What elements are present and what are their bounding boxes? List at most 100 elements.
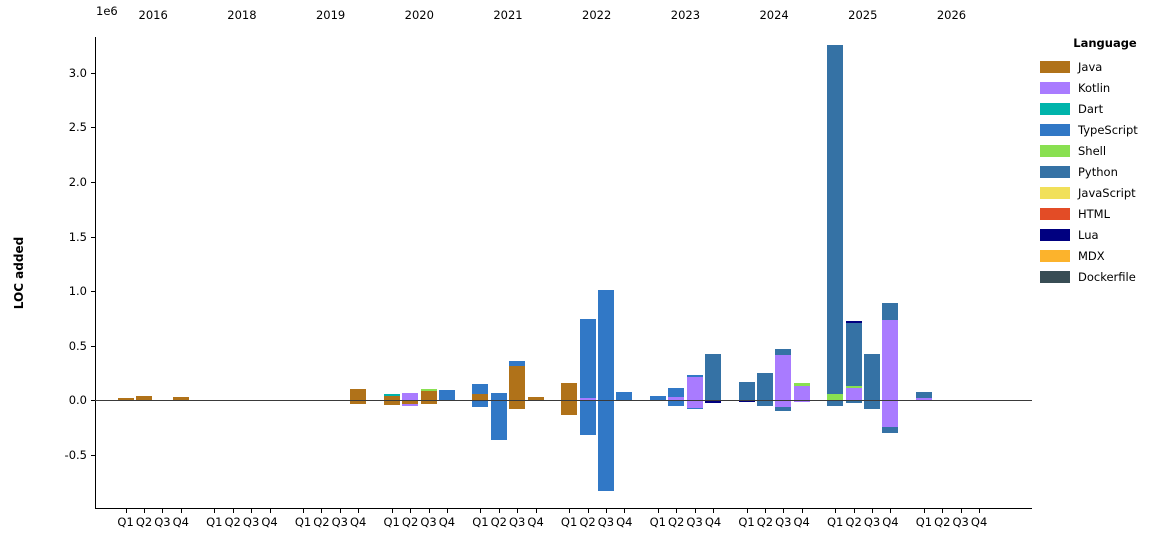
bar-segment-python-negative <box>827 400 844 407</box>
bar-segment-typescript <box>472 384 489 394</box>
x-tick-mark <box>942 509 944 513</box>
year-label: 2024 <box>759 8 789 22</box>
x-tick-label: Q2 <box>668 515 685 529</box>
y-tick-mark <box>91 236 95 238</box>
x-tick-label: Q3 <box>952 515 969 529</box>
x-tick-mark <box>358 509 360 513</box>
x-tick-label: Q1 <box>472 515 489 529</box>
x-tick-label: Q4 <box>704 515 722 529</box>
x-tick-mark <box>835 509 837 513</box>
bar-segment-lua-negative <box>705 400 721 404</box>
x-tick-mark <box>535 509 537 513</box>
x-tick-label: Q3 <box>686 515 703 529</box>
legend-swatch-typescript <box>1040 123 1070 136</box>
x-tick-mark <box>410 509 412 513</box>
x-tick-mark <box>269 509 271 513</box>
bar-segment-java <box>527 397 544 401</box>
y-tick-label: 2.5 <box>68 120 87 135</box>
x-tick-mark <box>480 509 482 513</box>
bar-segment-kotlin <box>402 392 419 401</box>
x-tick-label: Q4 <box>970 515 988 529</box>
x-tick-mark <box>144 509 145 513</box>
bar-segment-python <box>756 372 773 401</box>
bar-segment-python <box>705 354 721 401</box>
x-tick-label: Q4 <box>261 515 278 529</box>
legend-label: HTML <box>1078 206 1111 221</box>
bar-segment-kotlin <box>668 397 685 401</box>
bar-segment-python <box>882 303 899 321</box>
x-tick-mark <box>853 509 855 513</box>
x-tick-mark <box>303 509 304 513</box>
y-tick-mark <box>91 127 95 129</box>
bar-segment-kotlin <box>686 376 703 401</box>
legend-label: MDX <box>1078 248 1105 263</box>
bar-segment-python-negative <box>864 400 880 409</box>
bar-segment-java <box>420 391 437 401</box>
bar-segment-typescript <box>616 391 633 401</box>
x-tick-mark <box>125 509 127 513</box>
legend-label: Python <box>1078 164 1118 179</box>
bar-segment-shell <box>793 383 810 386</box>
legend-label: Kotlin <box>1078 80 1111 95</box>
x-tick-label: Q1 <box>827 515 844 529</box>
bar-segment-typescript-negative <box>472 400 489 407</box>
year-label: 2021 <box>493 8 523 22</box>
x-tick-label: Q3 <box>420 515 437 529</box>
bar-segment-python <box>864 354 880 401</box>
legend-swatch-kotlin <box>1040 81 1070 94</box>
legend-swatch-javascript <box>1040 186 1070 199</box>
x-tick-label: Q1 <box>294 515 312 529</box>
bar-segment-shell <box>420 389 437 392</box>
year-label: 2018 <box>227 8 257 22</box>
bar-segment-typescript <box>579 319 596 398</box>
x-tick-label: Q1 <box>383 515 400 529</box>
legend-swatch-dockerfile <box>1040 270 1070 283</box>
y-tick-mark <box>91 400 95 402</box>
x-tick-mark <box>446 509 448 513</box>
x-tick-mark <box>872 509 873 513</box>
bar-segment-kotlin-negative <box>882 400 899 428</box>
x-tick-mark <box>339 509 341 513</box>
bar-segment-java-negative <box>420 400 437 405</box>
x-tick-mark <box>428 509 430 513</box>
x-tick-mark <box>517 509 519 513</box>
bar-segment-shell <box>827 393 844 401</box>
x-tick-label: Q1 <box>117 515 134 529</box>
bar-segment-typescript-negative <box>490 400 507 441</box>
legend: Language Java Kotlin Dart TypeScript Shell Py… <box>1040 36 1170 287</box>
y-tick-mark <box>91 291 95 293</box>
y-axis-spine <box>95 37 96 508</box>
x-tick-mark <box>587 509 589 513</box>
legend-swatch-python <box>1040 165 1070 178</box>
bar-segment-typescript-negative <box>579 400 596 435</box>
bar-segment-python-negative <box>756 400 773 407</box>
y-tick-label: 3.0 <box>68 65 87 80</box>
legend-entry-html: HTML <box>1040 203 1170 224</box>
legend-entry-shell: Shell <box>1040 140 1170 161</box>
bar-segment-java-negative <box>350 400 367 404</box>
legend-entry-python: Python <box>1040 161 1170 182</box>
legend-swatch-lua <box>1040 228 1070 241</box>
x-tick-label: Q1 <box>649 515 666 529</box>
year-label: 2020 <box>404 8 434 22</box>
y-tick-label: 2.0 <box>68 175 87 189</box>
bar-segment-kotlin <box>845 388 862 401</box>
bar-segment-java <box>383 395 400 401</box>
x-tick-label: Q4 <box>616 515 633 529</box>
bar-segment-python <box>738 381 755 401</box>
legend-entry-kotlin: Kotlin <box>1040 77 1170 98</box>
legend-title: Language <box>1073 36 1137 50</box>
x-tick-mark <box>923 509 925 513</box>
legend-swatch-java <box>1040 60 1070 73</box>
legend-entry-javascript: JavaScript <box>1040 182 1170 203</box>
bar-segment-typescript-negative <box>597 400 614 491</box>
x-tick-mark <box>746 509 748 513</box>
x-tick-label: Q3 <box>154 515 171 529</box>
y-tick-label: 1.0 <box>68 284 87 299</box>
bar-segment-python-negative <box>775 407 792 411</box>
x-tick-label: Q3 <box>509 515 526 529</box>
legend-swatch-html <box>1040 207 1070 220</box>
x-tick-label: Q1 <box>206 515 223 529</box>
x-tick-label: Q2 <box>490 515 507 529</box>
bar-segment-lua <box>845 320 862 323</box>
